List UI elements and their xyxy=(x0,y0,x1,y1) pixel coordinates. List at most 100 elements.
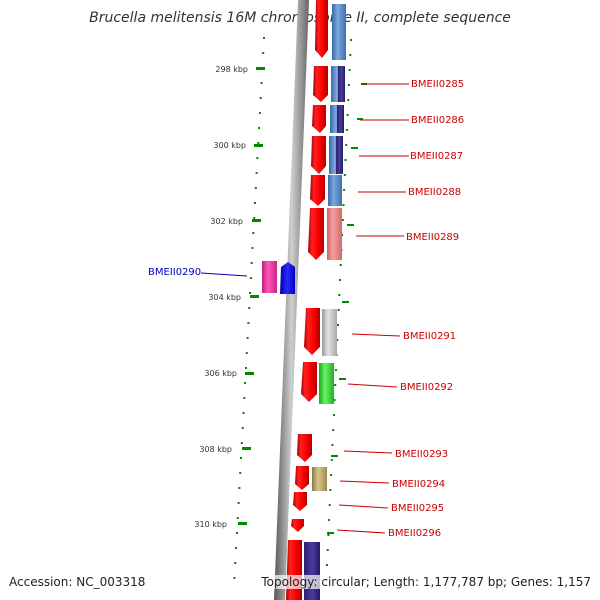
gene-label-bmeii0293[interactable]: BMEII0293 xyxy=(395,449,448,460)
scale-dot xyxy=(233,577,236,579)
feature-block[interactable] xyxy=(328,175,342,206)
outer-scale-dots xyxy=(233,37,265,579)
gene-arrow[interactable] xyxy=(315,0,328,58)
gene-arrow[interactable] xyxy=(301,362,317,402)
gene-label-bmeii0289[interactable]: BMEII0289 xyxy=(406,232,459,243)
scale-dot xyxy=(336,339,339,341)
chromosome-backbone xyxy=(274,0,309,600)
gene-label-bmeii0288[interactable]: BMEII0288 xyxy=(408,187,461,198)
scale-tick-302 xyxy=(252,219,261,222)
feature-block[interactable] xyxy=(262,261,277,293)
gene-label-bmeii0292[interactable]: BMEII0292 xyxy=(400,382,453,393)
scale-dot xyxy=(326,549,329,551)
gene-label-bmeii0295[interactable]: BMEII0295 xyxy=(391,503,444,514)
scale-dot xyxy=(341,234,344,236)
gene-label-bmeii0291[interactable]: BMEII0291 xyxy=(403,331,456,342)
scale-dot xyxy=(238,487,241,489)
feature-block[interactable] xyxy=(322,309,337,356)
scale-dot xyxy=(332,414,335,416)
gene-arrow[interactable] xyxy=(311,136,326,174)
scale-dot xyxy=(243,397,246,399)
scale-dot xyxy=(240,457,242,459)
scale-dot xyxy=(350,39,352,41)
scale-dot xyxy=(333,399,336,401)
scale-dot xyxy=(248,307,251,309)
scale-dot xyxy=(251,247,254,249)
gene-label-bmeii0286[interactable]: BMEII0286 xyxy=(411,115,464,126)
scale-dot xyxy=(337,309,340,311)
scale-dot xyxy=(349,54,352,56)
scale-dot xyxy=(347,84,350,86)
scale-dot xyxy=(258,127,261,129)
scale-tick-298 xyxy=(256,67,265,70)
gene-arrow[interactable] xyxy=(313,66,328,102)
feature-block[interactable] xyxy=(327,208,342,260)
scale-dot xyxy=(337,324,339,326)
gene-label-bmeii0294[interactable]: BMEII0294 xyxy=(392,479,445,490)
scale-dot xyxy=(236,517,239,519)
gene-arrow[interactable] xyxy=(291,519,304,532)
gene-label-bmeii0285[interactable]: BMEII0285 xyxy=(411,79,464,90)
gene-arrow[interactable] xyxy=(295,466,309,490)
scale-tick-304 xyxy=(250,295,259,298)
scale-dot xyxy=(329,489,332,491)
scale-label-304: 304 kbp xyxy=(208,293,241,302)
scale-dot xyxy=(334,384,337,386)
label-leaders xyxy=(200,83,409,534)
scale-dot xyxy=(244,382,247,384)
gene-arrow[interactable] xyxy=(286,540,302,600)
scale-dot xyxy=(245,367,247,369)
gene-arrow[interactable] xyxy=(312,105,326,133)
gene-arrow[interactable] xyxy=(297,434,312,462)
scale-label-308: 308 kbp xyxy=(199,445,232,454)
scale-dot xyxy=(328,504,331,506)
scale-dot xyxy=(245,352,248,354)
topology-summary: Topology: circular; Length: 1,177,787 bp… xyxy=(261,575,591,589)
scale-dot xyxy=(331,444,334,446)
feature-block[interactable] xyxy=(319,363,334,404)
feature-block[interactable] xyxy=(312,467,327,491)
gene-label-bmeii0296[interactable]: BMEII0296 xyxy=(388,528,441,539)
feature-block[interactable] xyxy=(338,66,345,102)
scale-dot xyxy=(256,157,259,159)
scale-dot xyxy=(339,279,341,281)
scale-label-300: 300 kbp xyxy=(213,141,246,150)
scale-label-302: 302 kbp xyxy=(210,217,243,226)
scale-tick-308 xyxy=(242,447,251,450)
scale-dot xyxy=(330,459,333,461)
scale-dot xyxy=(252,232,255,234)
feature-block[interactable] xyxy=(332,4,346,60)
scale-dot xyxy=(341,219,344,221)
feature-block[interactable] xyxy=(336,136,343,174)
reverse-strand-track xyxy=(262,261,295,294)
gene-arrow[interactable] xyxy=(280,262,295,294)
gene-label-bmeii0287[interactable]: BMEII0287 xyxy=(410,151,463,162)
inner-scale-dots xyxy=(325,39,352,581)
scale-dot xyxy=(339,264,342,266)
scale-dot xyxy=(258,112,261,114)
scale-tick-300 xyxy=(254,144,263,147)
gene-arrow[interactable] xyxy=(308,208,324,260)
scale-dot xyxy=(254,202,256,204)
feature-block[interactable] xyxy=(337,105,344,133)
scale-dot xyxy=(235,547,238,549)
gene-arrow[interactable] xyxy=(304,308,320,355)
gene-arrow[interactable] xyxy=(310,175,325,206)
scale-dot xyxy=(253,217,256,219)
scale-dot xyxy=(338,294,341,296)
scale-tick-310 xyxy=(238,522,247,525)
gene-arrow[interactable] xyxy=(293,492,307,511)
gene-label-bmeii0290[interactable]: BMEII0290 xyxy=(148,267,201,278)
scale-dot xyxy=(254,187,257,189)
scale-dot xyxy=(246,337,249,339)
scale-dot xyxy=(257,142,260,144)
scale-dot xyxy=(330,474,333,476)
gene-labels: BMEII0285 BMEII0286 BMEII0287 BMEII0288 … xyxy=(148,79,464,539)
scale-axis: 298 kbp 300 kbp 302 kbp 304 kbp 306 kbp … xyxy=(194,65,265,529)
scale-dot xyxy=(237,502,240,504)
scale-dot xyxy=(263,37,265,39)
feature-block[interactable] xyxy=(304,542,320,600)
scale-dot xyxy=(239,472,242,474)
scale-dot xyxy=(234,562,237,564)
scale-dot xyxy=(328,519,331,521)
